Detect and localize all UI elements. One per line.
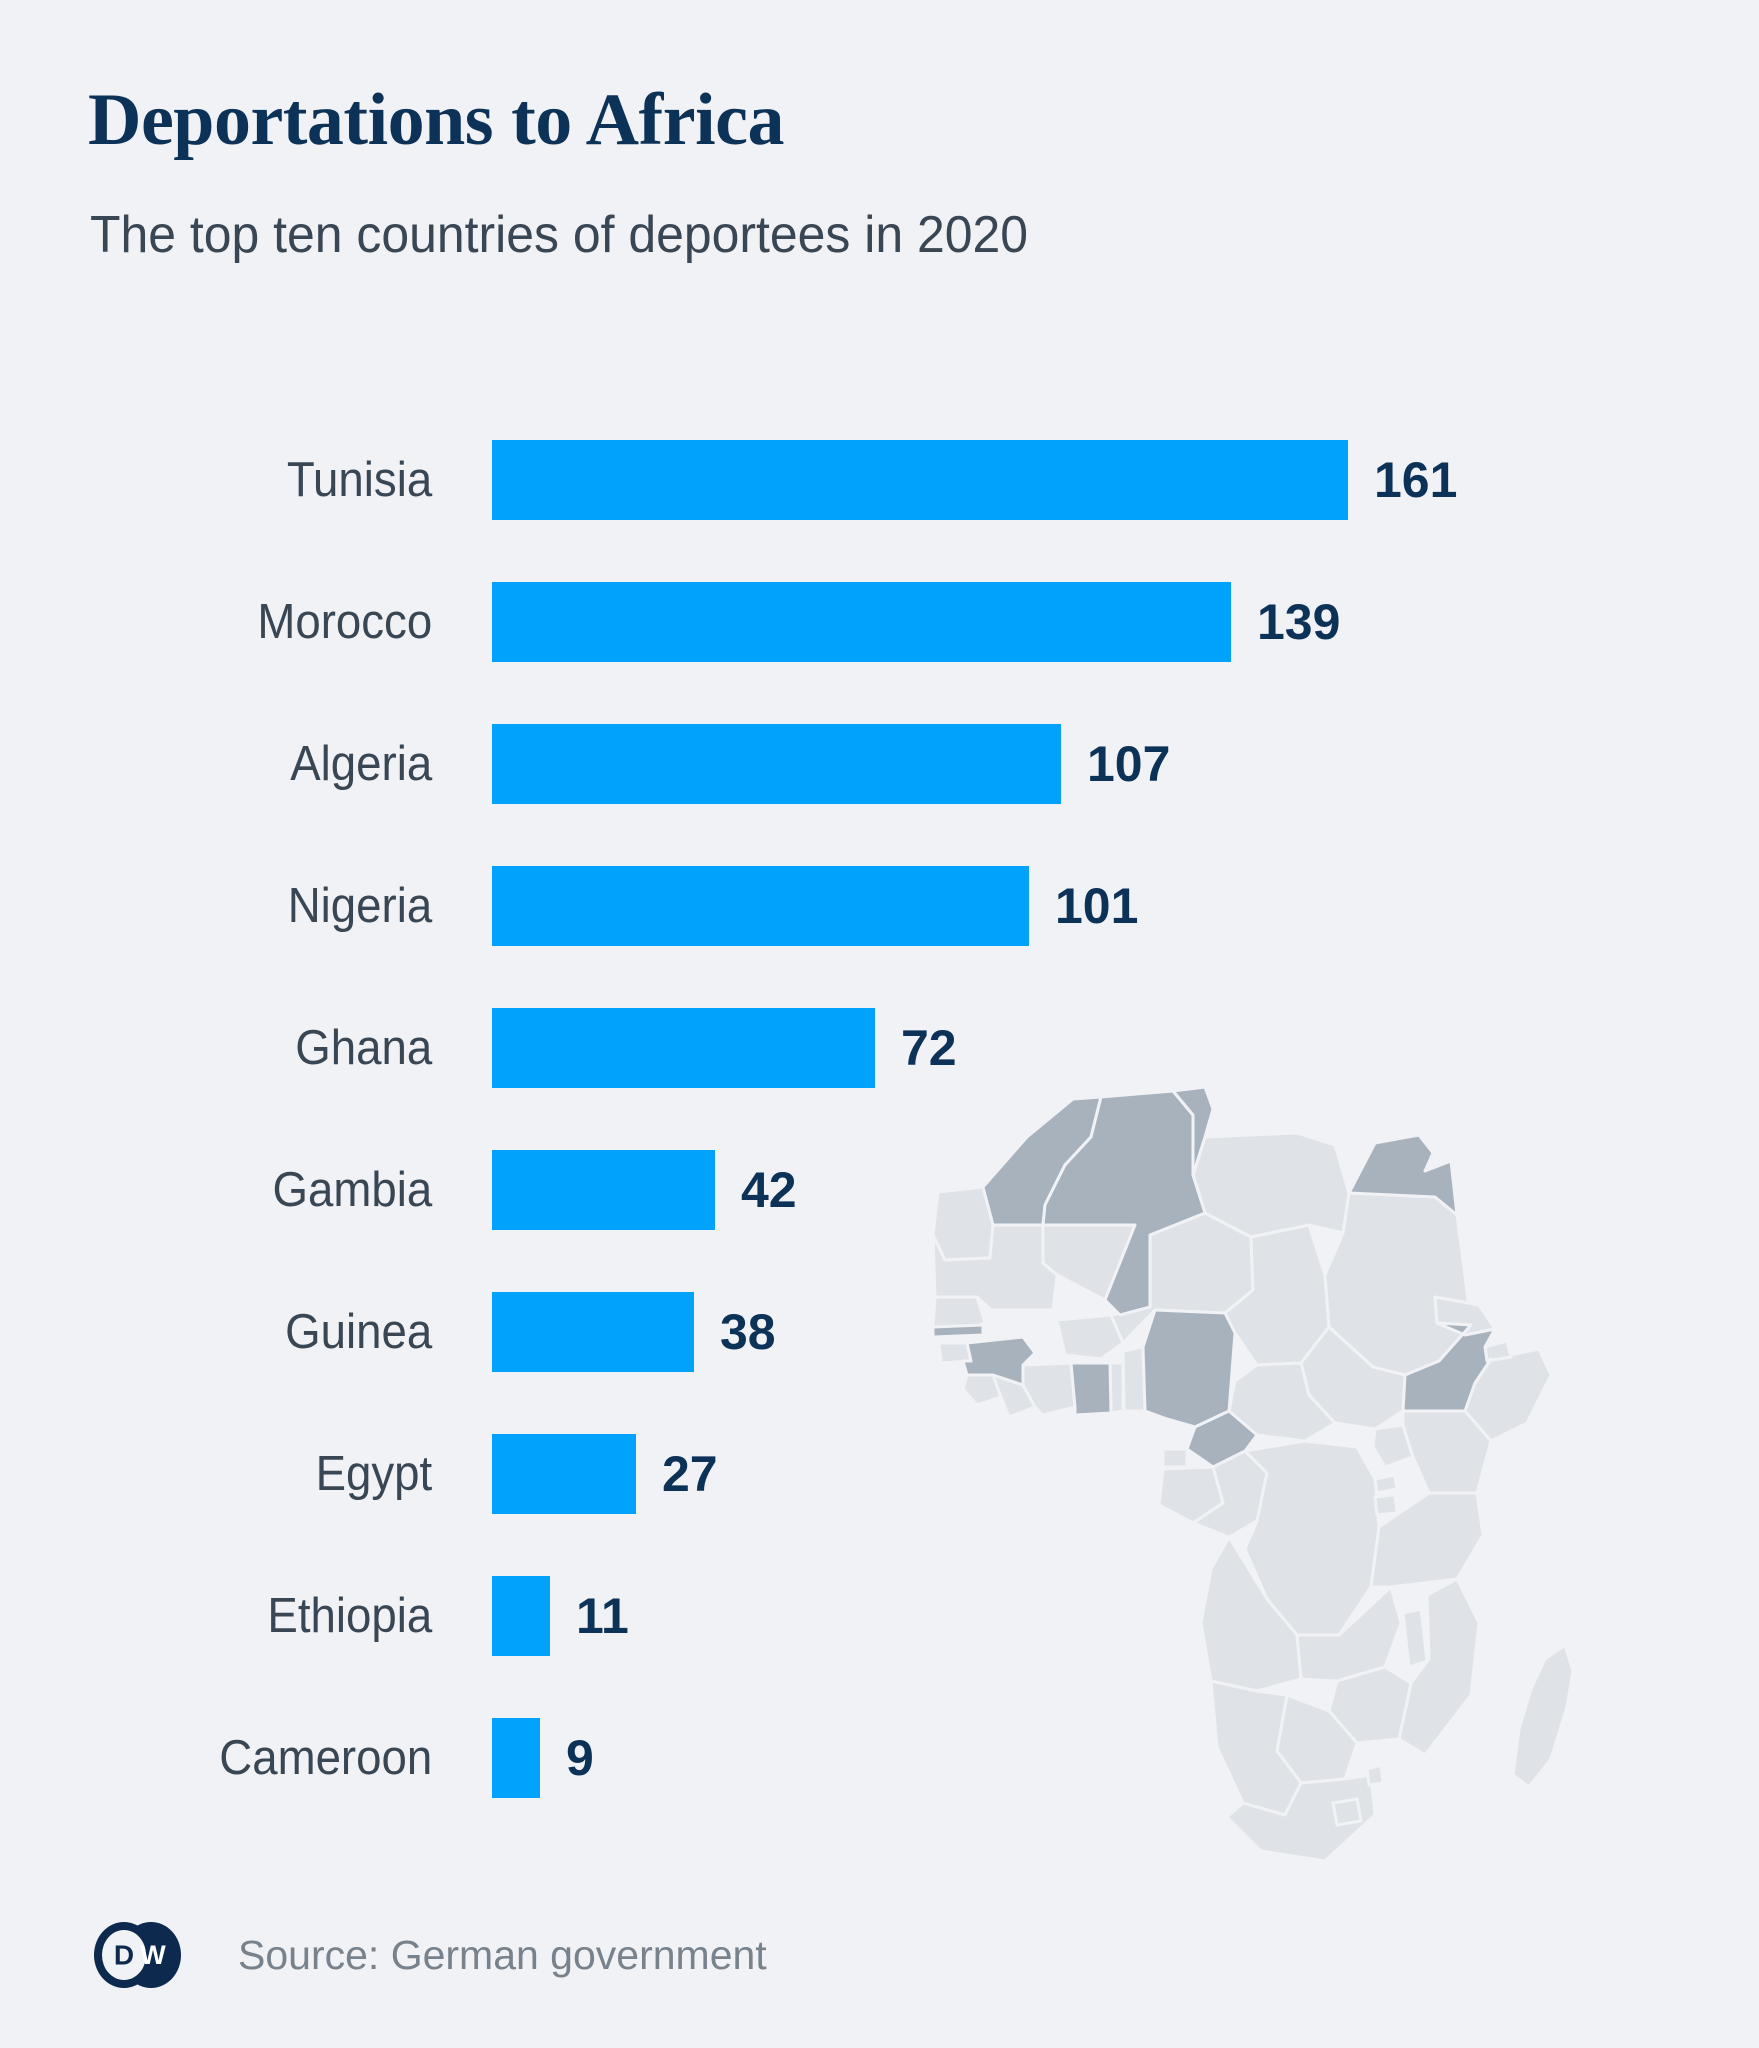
bar-guinea bbox=[492, 1292, 694, 1372]
chart-row: Algeria 107 bbox=[0, 724, 1759, 804]
chart-row: Ethiopia 11 bbox=[0, 1576, 1759, 1656]
chart-row: Morocco 139 bbox=[0, 582, 1759, 662]
bar-value-gambia: 42 bbox=[741, 1162, 797, 1218]
bar-gambia bbox=[492, 1150, 715, 1230]
chart-row: Gambia 42 bbox=[0, 1150, 1759, 1230]
bar-morocco bbox=[492, 582, 1231, 662]
bar-label-morocco: Morocco bbox=[257, 595, 433, 649]
bar-label-tunisia: Tunisia bbox=[286, 453, 433, 507]
bar-label-ethiopia: Ethiopia bbox=[267, 1589, 433, 1643]
chart-row: Ghana 72 bbox=[0, 1008, 1759, 1088]
bar-ethiopia bbox=[492, 1576, 550, 1656]
bar-value-guinea: 38 bbox=[720, 1304, 776, 1360]
bar-value-ghana: 72 bbox=[901, 1020, 957, 1076]
bar-label-gambia: Gambia bbox=[272, 1163, 433, 1217]
chart-row: Tunisia 161 bbox=[0, 440, 1759, 520]
bar-value-egypt: 27 bbox=[662, 1446, 718, 1502]
bar-label-guinea: Guinea bbox=[285, 1305, 433, 1359]
page-subtitle: The top ten countries of deportees in 20… bbox=[90, 206, 1029, 264]
chart-row: Nigeria 101 bbox=[0, 866, 1759, 946]
bar-value-nigeria: 101 bbox=[1055, 878, 1139, 934]
dw-logo-icon: D W bbox=[94, 1922, 181, 1988]
bar-label-cameroon: Cameroon bbox=[219, 1731, 433, 1785]
dw-logo-d: D bbox=[114, 1940, 134, 1971]
page-title: Deportations to Africa bbox=[88, 79, 784, 161]
chart-row: Cameroon 9 bbox=[0, 1718, 1759, 1798]
source-note: Source: German government bbox=[238, 1931, 767, 1978]
bar-label-algeria: Algeria bbox=[290, 737, 433, 791]
bar-value-morocco: 139 bbox=[1257, 594, 1341, 650]
dw-logo-w: W bbox=[140, 1940, 166, 1970]
chart-row: Guinea 38 bbox=[0, 1292, 1759, 1372]
bar-value-tunisia: 161 bbox=[1374, 452, 1458, 508]
bar-egypt bbox=[492, 1434, 636, 1514]
bar-label-ghana: Ghana bbox=[295, 1021, 433, 1075]
chart-row: Egypt 27 bbox=[0, 1434, 1759, 1514]
bar-value-cameroon: 9 bbox=[566, 1730, 594, 1786]
footer: D W Source: German government bbox=[88, 1905, 767, 2005]
bar-label-nigeria: Nigeria bbox=[287, 879, 433, 933]
bar-cameroon bbox=[492, 1718, 540, 1798]
bar-nigeria bbox=[492, 866, 1029, 946]
bar-value-algeria: 107 bbox=[1087, 736, 1171, 792]
bar-value-ethiopia: 11 bbox=[576, 1588, 629, 1644]
bar-ghana bbox=[492, 1008, 875, 1088]
bar-algeria bbox=[492, 724, 1061, 804]
bar-tunisia bbox=[492, 440, 1348, 520]
bar-label-egypt: Egypt bbox=[315, 1447, 433, 1501]
